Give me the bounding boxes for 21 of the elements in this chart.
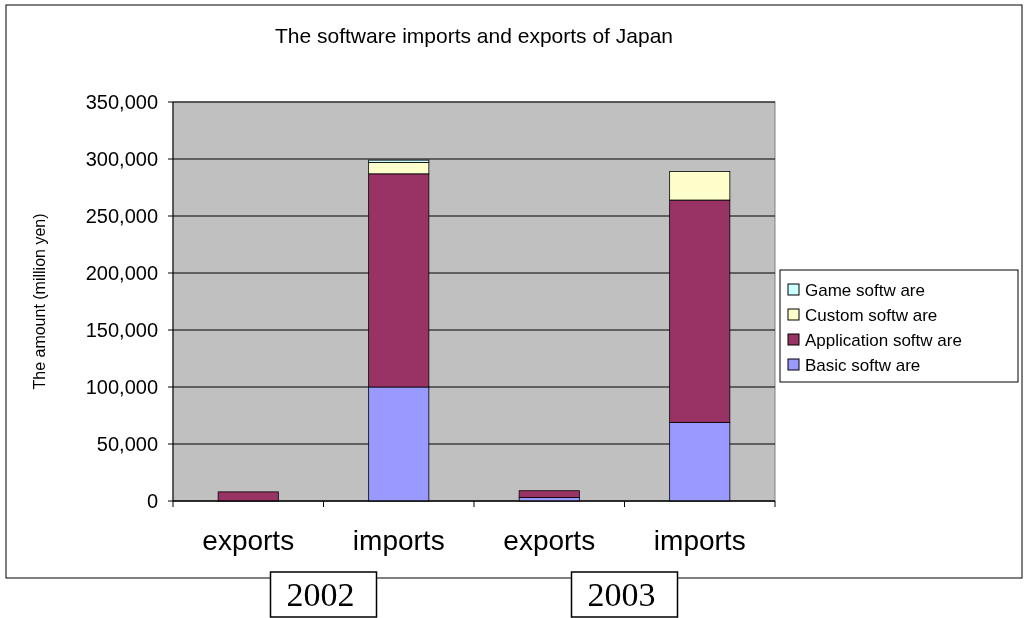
y-tick-label: 0 <box>146 490 158 512</box>
legend-label: Custom softw are <box>805 305 938 325</box>
y-tick-label: 100,000 <box>85 376 158 398</box>
x-tick-label: exports <box>202 525 295 556</box>
x-tick-label: imports <box>352 525 445 556</box>
y-axis-title: The amount (million yen) <box>31 213 48 390</box>
x-tick-label: imports <box>653 525 746 556</box>
y-tick-label: 200,000 <box>85 262 158 284</box>
chart-title: The software imports and exports of Japan <box>274 24 674 48</box>
y-tick-label: 50,000 <box>96 433 158 455</box>
legend-label: Game softw are <box>805 280 925 300</box>
y-tick-label: 350,000 <box>85 91 158 113</box>
bar <box>518 490 580 498</box>
legend-label: Basic softw are <box>805 355 921 375</box>
y-tick-label: 300,000 <box>85 148 158 170</box>
y-tick-label: 150,000 <box>85 319 158 341</box>
text: 2002 <box>286 576 355 613</box>
text: 2003 <box>587 576 656 613</box>
x-tick-label: exports <box>503 525 596 556</box>
legend-label: Application softw are <box>805 330 962 350</box>
y-tick-label: 250,000 <box>85 205 158 227</box>
